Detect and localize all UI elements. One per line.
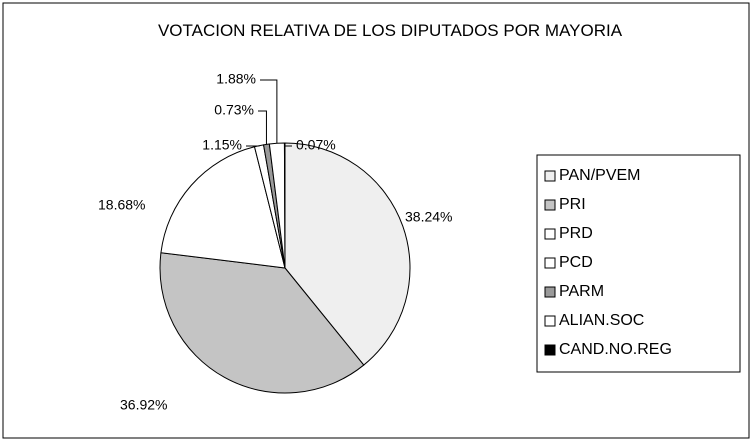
legend-swatch	[544, 315, 556, 327]
legend-label: ALIAN.SOC	[559, 312, 644, 329]
leader-line	[258, 110, 267, 145]
data-label: 36.92%	[120, 397, 167, 413]
pie-slice	[159, 252, 365, 394]
legend-label: PRD	[559, 225, 593, 242]
leader-line	[284, 143, 292, 147]
legend-label: PCD	[559, 254, 593, 271]
legend-swatch	[544, 228, 556, 240]
data-label: 38.24%	[405, 209, 452, 225]
chart-title: VOTACION RELATIVA DE LOS DIPUTADOS POR M…	[157, 21, 623, 40]
legend-label: PAN/PVEM	[559, 167, 641, 184]
pie-slice	[284, 142, 411, 366]
legend-box	[536, 154, 741, 373]
pie-slice	[283, 142, 286, 269]
legend-label: CAND.NO.REG	[559, 341, 672, 358]
leader-line	[260, 79, 278, 144]
legend-swatch	[544, 344, 556, 356]
legend-swatch	[544, 286, 556, 298]
data-label: 0.73%	[214, 102, 254, 118]
legend-swatch	[544, 199, 556, 211]
data-label: 1.88%	[216, 71, 256, 87]
legend-swatch	[544, 170, 556, 182]
data-label: 1.15%	[202, 137, 242, 153]
legend-label: PRI	[559, 196, 586, 213]
legend-label: PARM	[559, 283, 604, 300]
data-label: 18.68%	[98, 197, 145, 213]
data-label: 0.07%	[296, 137, 336, 153]
pie-slice	[160, 146, 286, 269]
legend-swatch	[544, 257, 556, 269]
